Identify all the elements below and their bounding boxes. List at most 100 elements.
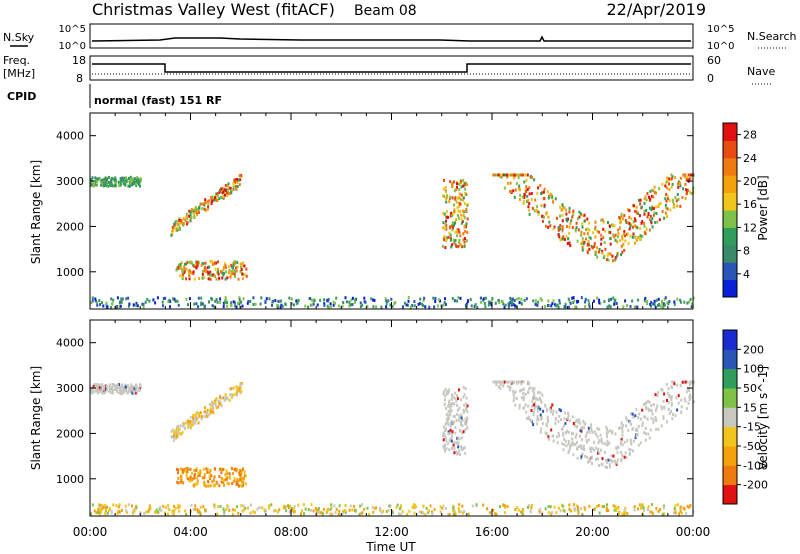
nave-tick-top: 60 [707,54,721,67]
data-cell [99,509,101,513]
data-cell [643,224,646,228]
data-cell [456,299,459,303]
data-cell [193,420,195,424]
data-cell [469,298,472,302]
data-cell [648,436,651,440]
data-cell [193,468,196,472]
data-cell [276,305,279,309]
data-cell [211,273,214,277]
data-cell [609,305,612,309]
data-cell [625,416,628,420]
data-cell [567,237,570,241]
data-cell [532,395,535,399]
data-cell [635,205,638,209]
data-cell [228,269,231,272]
data-cell [632,439,635,443]
data-cell [209,277,212,281]
data-cell [560,237,562,241]
data-cell [375,506,377,510]
data-cell [552,200,555,204]
data-cell [643,212,646,216]
data-cell [444,449,447,453]
data-cell [230,466,233,470]
data-cell [673,380,676,384]
data-cell [650,503,653,507]
data-cell [215,406,218,410]
data-cell [116,383,119,387]
data-cell [679,181,682,185]
data-cell [106,511,109,515]
data-cell [228,509,231,512]
data-cell [537,417,540,421]
data-cell [184,269,186,273]
data-cell [432,296,435,300]
data-cell [211,297,214,301]
data-cell [593,507,596,511]
data-cell [610,297,613,301]
data-cell [242,264,245,268]
data-cell [442,504,445,508]
data-cell [642,506,645,510]
data-cell [96,183,98,187]
data-cell [650,404,653,408]
data-cell [450,424,453,428]
data-cell [593,242,596,246]
data-cell [641,424,644,428]
data-cell [459,210,462,213]
data-cell [135,505,138,509]
data-cell [442,434,444,437]
data-cell [238,305,241,309]
data-cell [238,296,241,300]
data-cell [602,220,605,224]
data-cell [456,230,459,234]
data-cell [587,240,590,244]
freq-panel [89,55,694,81]
data-cell [515,297,518,301]
data-cell [542,219,544,223]
data-cell [211,200,214,203]
data-cell [206,266,209,270]
data-cell [202,505,205,509]
data-cell [139,511,142,515]
data-cell [503,380,506,384]
data-cell [460,193,463,197]
data-cell [235,469,238,473]
data-cell [588,228,591,232]
data-cell [452,505,455,509]
data-cell [644,438,647,442]
data-cell [511,297,514,301]
data-cell [146,297,149,301]
data-cell [650,221,653,225]
data-cell [212,273,215,277]
data-cell [573,424,576,428]
data-cell [668,412,671,415]
data-cell [666,391,669,395]
data-cell [99,179,102,183]
data-cell [502,503,505,507]
data-cell [226,481,229,485]
data-cell [464,202,466,206]
data-cell [630,223,633,227]
data-cell [119,304,122,308]
freq-label: Freq. [3,54,30,67]
data-cell [618,216,621,220]
data-cell [213,505,216,509]
data-cell [185,474,188,478]
data-cell [184,509,187,513]
data-cell [234,392,237,396]
data-cell [547,225,550,229]
data-cell [653,299,656,303]
data-cell [670,398,673,402]
data-cell [461,418,464,422]
data-cell [236,261,239,265]
data-cell [540,400,543,404]
power-plot-frame [89,112,694,310]
data-cell [624,511,627,515]
data-cell [368,512,370,516]
data-cell [399,512,402,516]
data-cell [455,450,458,454]
data-cell [200,415,203,418]
data-cell [664,184,667,188]
data-cell [620,253,623,257]
